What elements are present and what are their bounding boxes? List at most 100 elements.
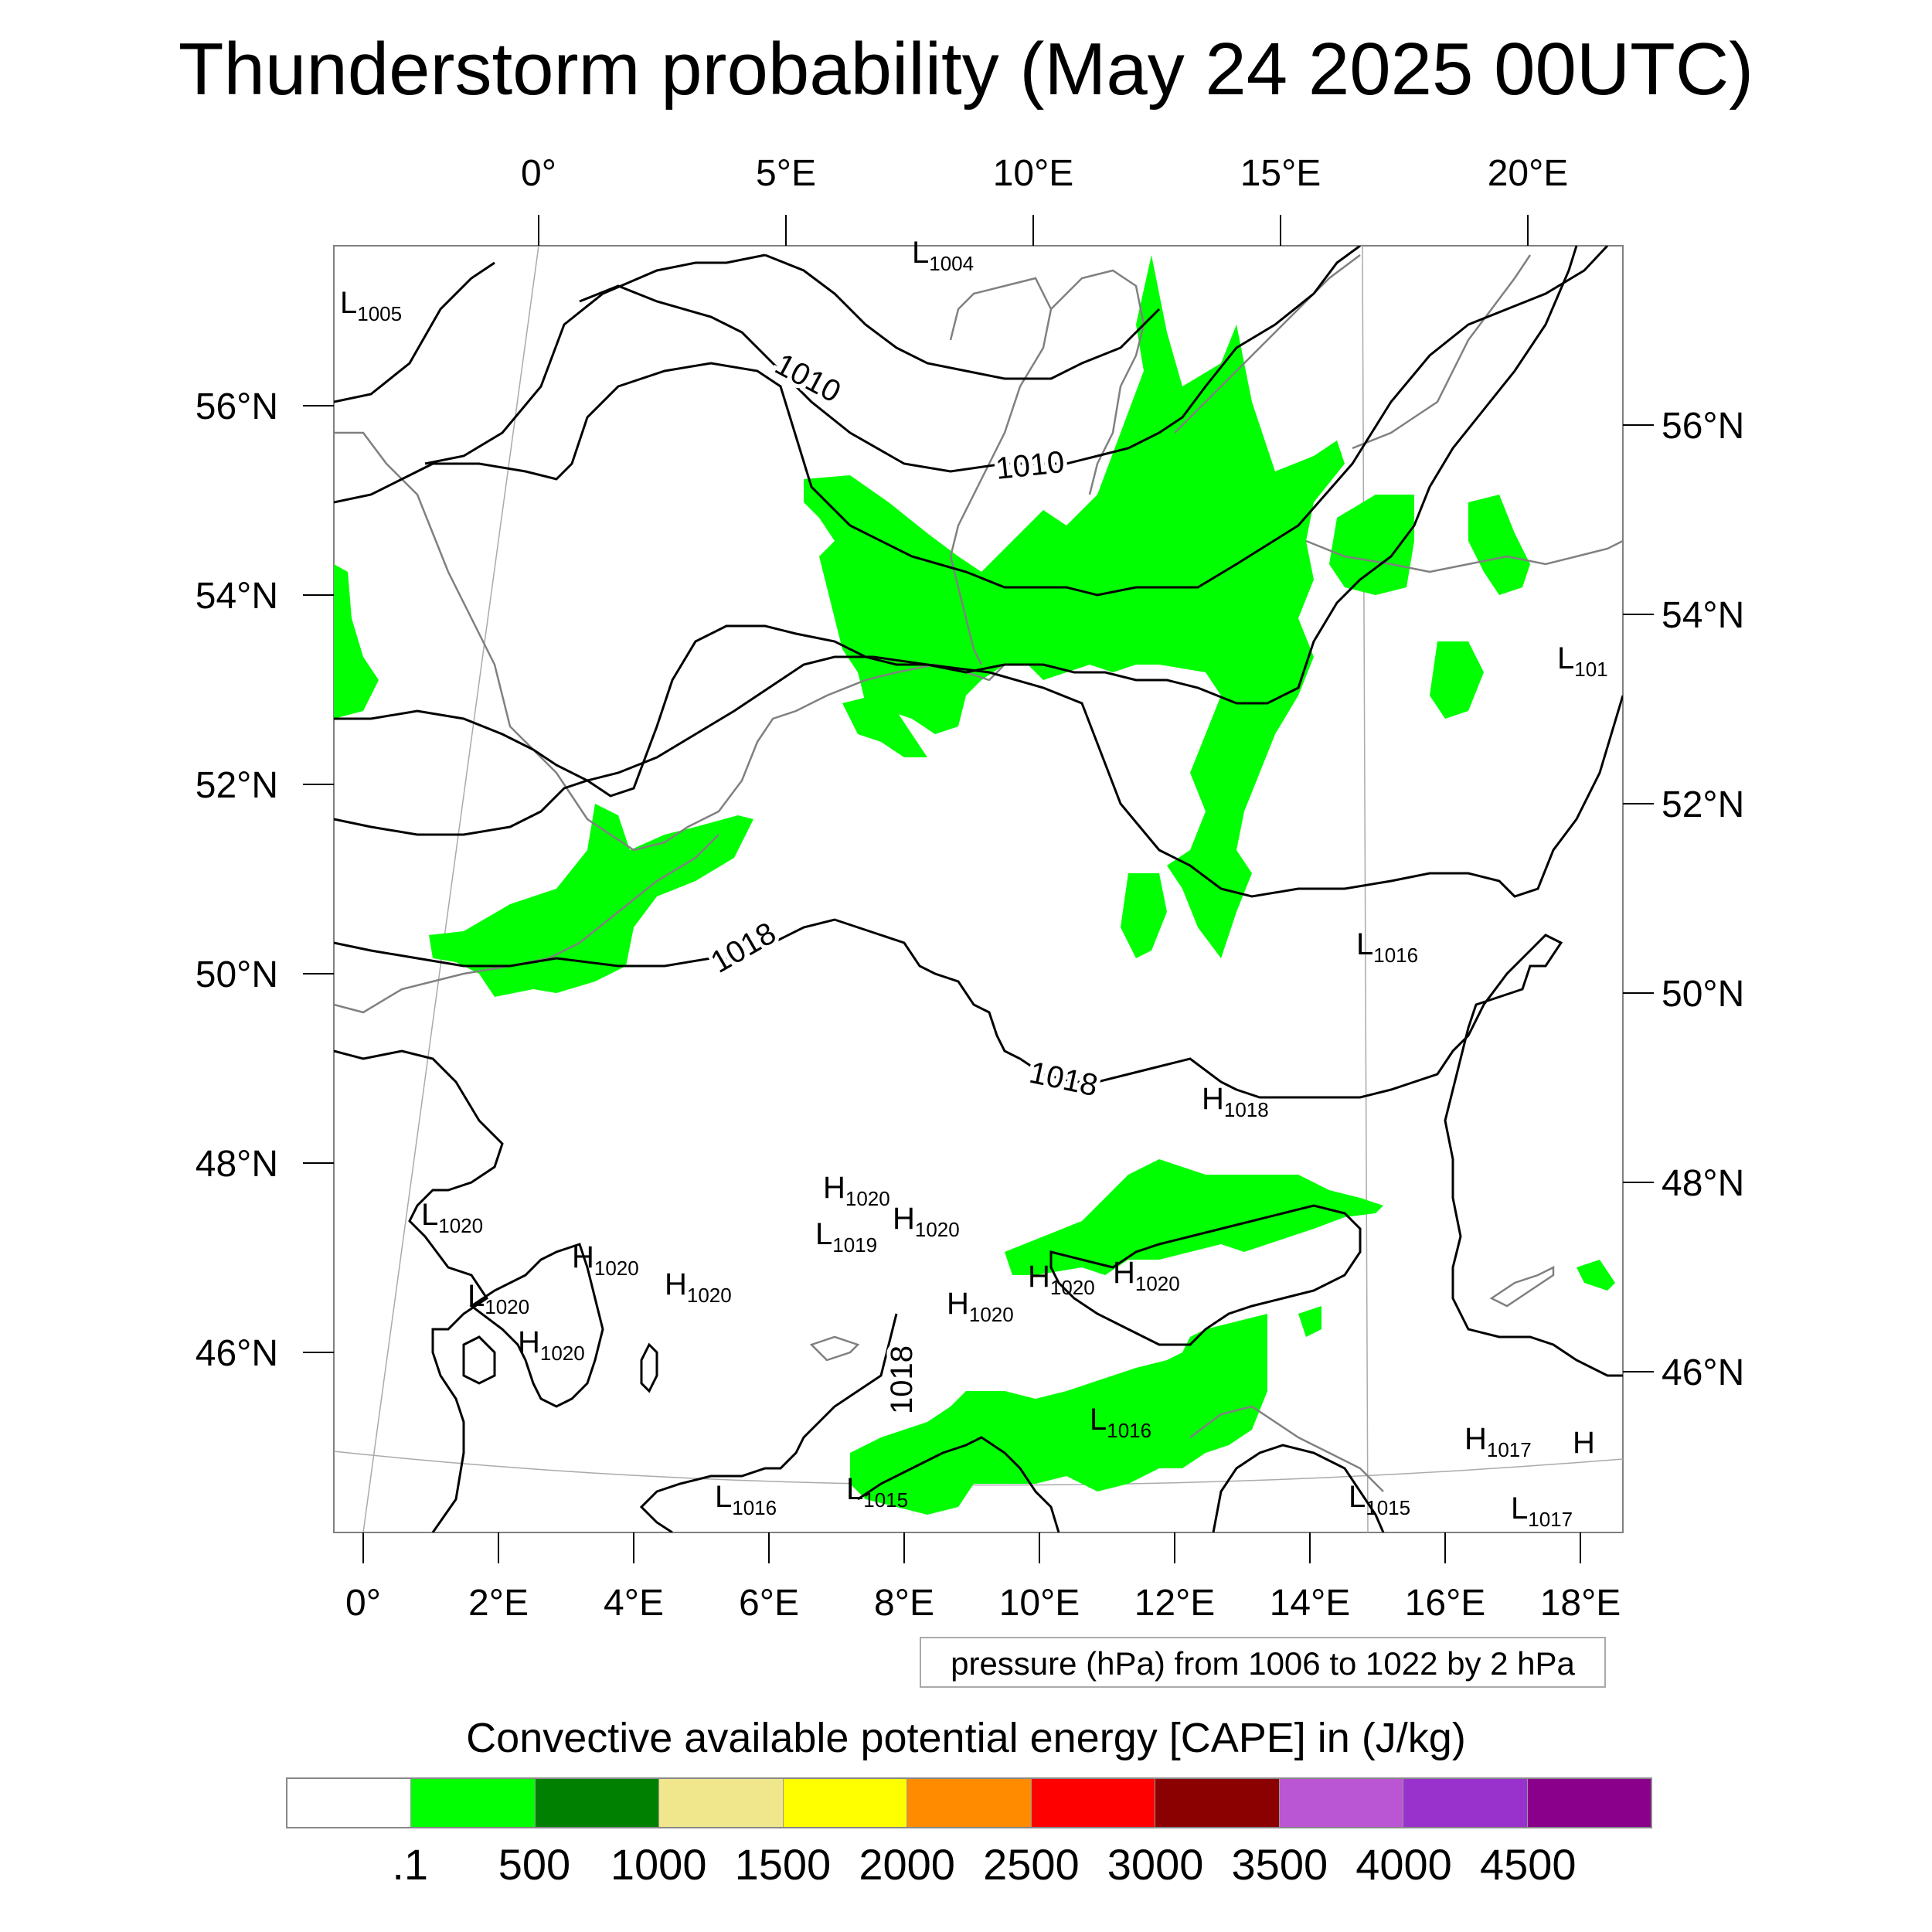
isobar-1014: [334, 246, 1609, 597]
coastlines: [334, 254, 1623, 1492]
isobar-1010-d: [1097, 246, 1361, 457]
colorbar-label: 1500: [734, 1840, 832, 1889]
pressure-center-label: H1020: [947, 1287, 1014, 1326]
colorbar-swatch: [1403, 1779, 1528, 1827]
colorbar-swatch: [1279, 1779, 1404, 1827]
pressure-center-label: H1020: [1028, 1260, 1095, 1299]
chart-title: Thunderstorm probability (May 24 2025 00…: [178, 28, 1754, 111]
left-lat-labels: 56°N 54°N 52°N 50°N 48°N 46°N: [196, 386, 278, 1374]
colorbar-label: 4000: [1355, 1840, 1452, 1889]
left-lat-label: 46°N: [196, 1333, 278, 1374]
colorbar-swatch: [907, 1779, 1032, 1827]
pressure-center-label: L1017: [1511, 1492, 1573, 1531]
right-lat-label: 46°N: [1662, 1352, 1744, 1393]
pressure-center-label: H1020: [823, 1171, 890, 1210]
cape-area-uk-east: [334, 564, 379, 719]
pressure-center-label: L1020: [421, 1198, 483, 1237]
top-lon-label: 5°E: [756, 153, 816, 194]
left-lat-label: 52°N: [196, 765, 278, 806]
bottom-lon-label: 16°E: [1405, 1583, 1486, 1624]
left-lat-label: 56°N: [196, 386, 278, 427]
colorbar-swatch: [1155, 1779, 1280, 1827]
right-lat-labels: 56°N 54°N 52°N 50°N 48°N 46°N: [1662, 406, 1744, 1393]
right-lat-label: 54°N: [1662, 595, 1744, 636]
bottom-lon-label: 4°E: [604, 1583, 664, 1624]
cape-area-poland: [1329, 495, 1414, 595]
pressure-center-label: H1017: [1464, 1422, 1532, 1461]
pressure-center-label: L1015: [1349, 1480, 1410, 1519]
isobar-label: 1010: [994, 445, 1066, 486]
cape-area-alps: [1005, 1159, 1383, 1275]
cape-area-sw-germany: [1121, 873, 1167, 958]
pressure-center-label: H1020: [518, 1325, 585, 1365]
isobar-1020-blob: [469, 1243, 604, 1408]
cape-area-italy-north: [850, 1314, 1267, 1515]
right-lat-label: 48°N: [1662, 1163, 1744, 1204]
colorbar-label: 1000: [610, 1840, 707, 1889]
right-lat-label: 52°N: [1662, 784, 1744, 825]
top-lon-label: 15°E: [1240, 153, 1321, 194]
isobar-1010-b: [764, 253, 1161, 380]
bottom-lon-label: 2°E: [468, 1583, 529, 1624]
pressure-center-label: L101: [1557, 641, 1608, 681]
bottom-lon-label: 12°E: [1134, 1583, 1216, 1624]
isobar-1012: [424, 253, 766, 465]
isobar-1010-a: [334, 261, 495, 403]
cape-area-slovenia: [1298, 1306, 1321, 1337]
bottom-lon-labels: 0° 2°E 4°E 6°E 8°E 10°E 12°E 14°E 16°E 1…: [345, 1583, 1621, 1624]
colorbar-swatch: [287, 1779, 412, 1827]
colorbar-swatch: [659, 1779, 784, 1827]
cape-area-east: [1468, 495, 1530, 595]
left-lat-label: 50°N: [196, 954, 278, 995]
cape-areas: [334, 255, 1615, 1515]
pressure-center-label: H1020: [665, 1267, 732, 1307]
isobar-1020-alps: [1049, 1204, 1362, 1346]
colorbar-label: 2500: [983, 1840, 1080, 1889]
colorbar-swatch: [1031, 1779, 1156, 1827]
colorbar-swatch: [1527, 1779, 1651, 1827]
colorbar-label: .1: [392, 1840, 429, 1889]
top-lon-labels: 0° 5°E 10°E 15°E 20°E: [521, 153, 1568, 194]
colorbar-swatch: [411, 1779, 536, 1827]
pressure-center-label: H1020: [1113, 1256, 1180, 1295]
pressure-center-label: L1016: [715, 1480, 777, 1519]
cape-area-balkan: [1577, 1260, 1615, 1291]
cape-area-dutch: [842, 696, 927, 757]
bottom-lon-label: 6°E: [739, 1583, 799, 1624]
colorbar-label: 4500: [1479, 1840, 1577, 1889]
pressure-center-label: H1020: [572, 1240, 639, 1280]
right-lat-label: 50°N: [1662, 974, 1744, 1015]
colorbar-title: Convective available potential energy [C…: [466, 1715, 1466, 1761]
tick-marks: [303, 215, 1654, 1563]
isobar-1016-balkan: [1212, 1444, 1385, 1532]
bottom-lon-label: 14°E: [1270, 1583, 1351, 1624]
map-frame: [333, 245, 1624, 1533]
colorbar-label: 500: [498, 1840, 571, 1889]
isobar-1020-ring: [462, 1335, 496, 1385]
pressure-center-label: L1005: [340, 286, 402, 325]
pressure-centers: L1004 L1005 L101 L1016 H1018 H1020 L1019…: [340, 236, 1608, 1531]
isobar-1016-italy: [857, 1436, 1060, 1532]
pressure-center-label: L1016: [1090, 1403, 1151, 1442]
isobar-1018-italy: [639, 1313, 898, 1532]
colorbar-label: 3500: [1231, 1840, 1328, 1889]
right-lat-label: 56°N: [1662, 406, 1744, 447]
pressure-center-label: L1004: [912, 236, 974, 275]
pressure-legend: pressure (hPa) from 1006 to 1022 by 2 hP…: [920, 1637, 1606, 1688]
bottom-lon-label: 10°E: [999, 1583, 1080, 1624]
isobar-1020-small: [640, 1342, 658, 1393]
left-lat-label: 48°N: [196, 1144, 278, 1185]
isobar-1018-north: [334, 655, 1623, 898]
left-lat-label: 54°N: [196, 576, 278, 617]
isobar-1018-east: [1236, 934, 1623, 1377]
colorbar: [286, 1777, 1652, 1828]
top-lon-label: 0°: [521, 153, 556, 194]
isobar-1010-c: [579, 284, 1098, 473]
cape-area-east-2: [1430, 641, 1484, 719]
top-lon-label: 10°E: [993, 153, 1074, 194]
colorbar-swatch: [535, 1779, 660, 1827]
colorbar-labels: .1 500 1000 1500 2000 2500 3000 3500 400…: [0, 1838, 1932, 1900]
colorbar-swatch: [783, 1779, 908, 1827]
pressure-center-label: L1015: [846, 1472, 908, 1512]
